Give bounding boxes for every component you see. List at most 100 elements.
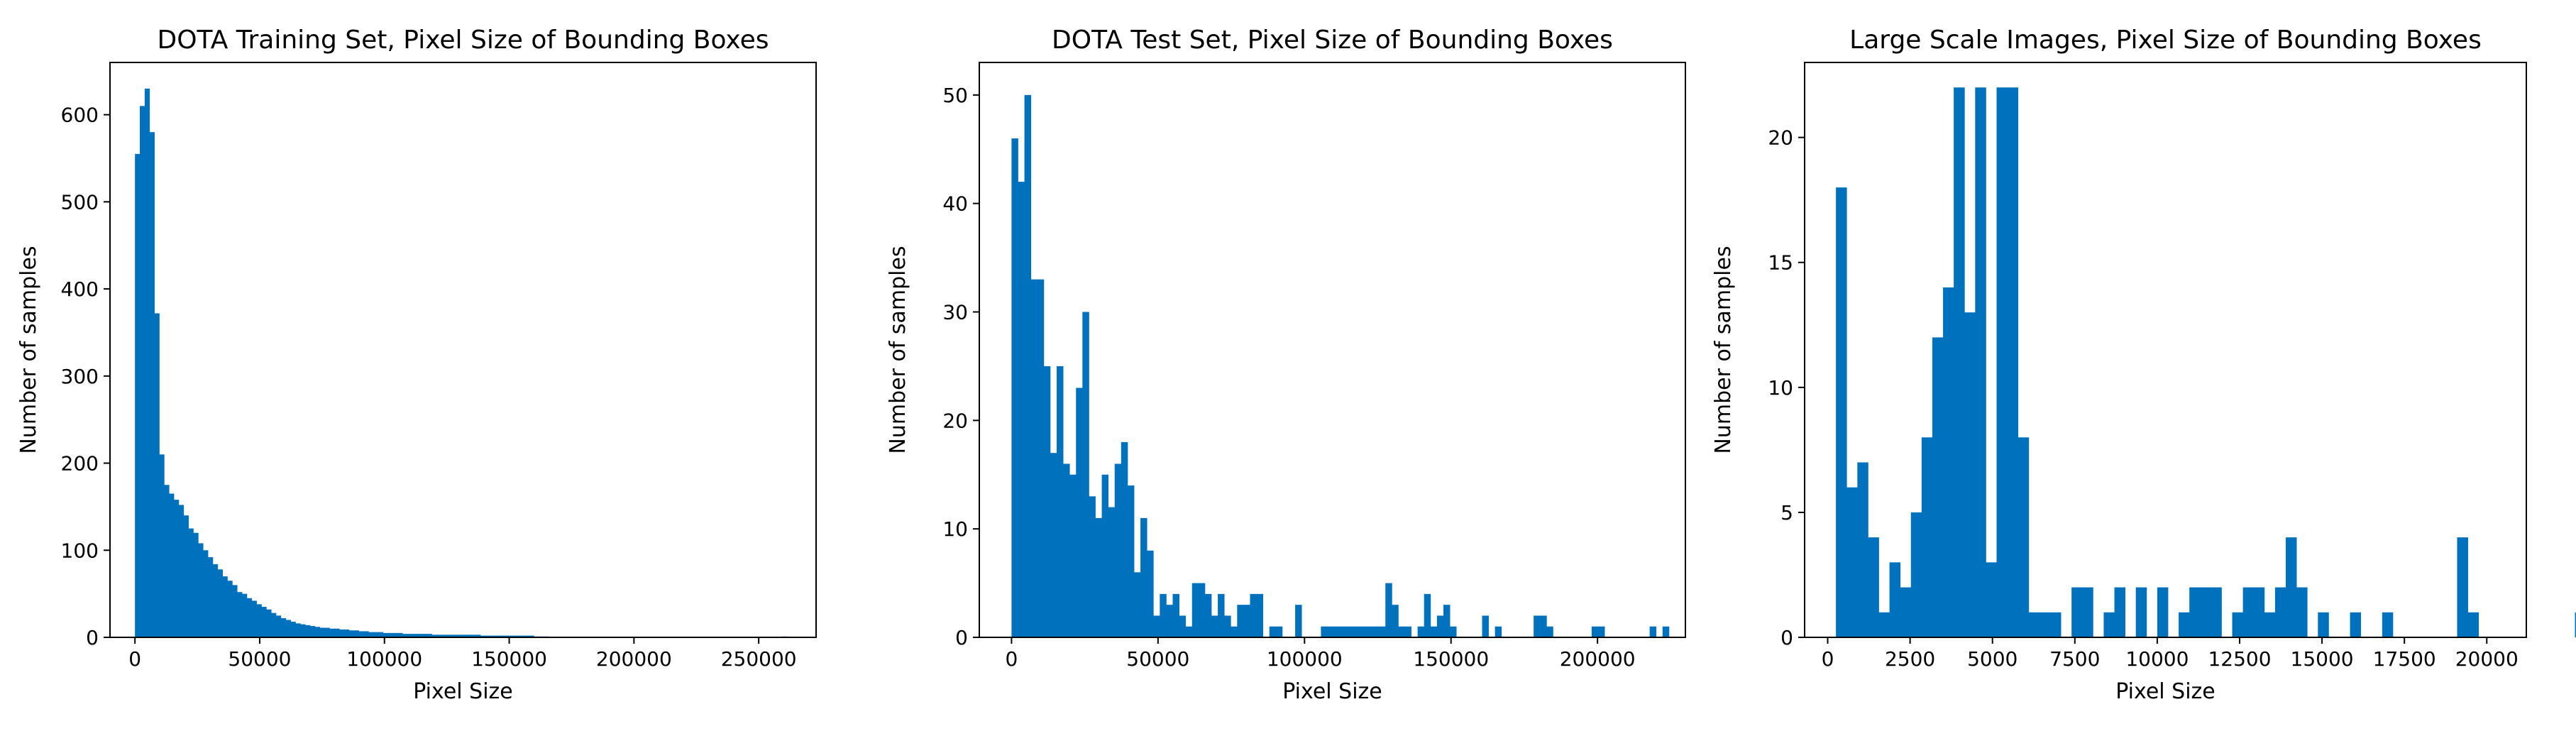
chart-test-set: 0 50000 100000 150000 200000 0 10 20 30 40 50 DOTA … [886, 26, 1686, 704]
histogram-bar [1540, 615, 1547, 637]
histogram-bar [475, 635, 481, 637]
histogram-bar [159, 454, 165, 637]
histogram-bar [300, 624, 306, 637]
histogram-bar [2232, 612, 2244, 637]
histogram-bar [1857, 462, 1868, 637]
plot-frame [109, 62, 817, 638]
histogram-bar [470, 635, 476, 637]
histogram-bar [2018, 437, 2030, 637]
histogram-bar [140, 106, 145, 637]
histogram-bar [1140, 517, 1147, 637]
histogram-bar [1340, 626, 1348, 637]
histogram-bar [485, 635, 491, 637]
histogram-bar [1011, 138, 1018, 637]
plot-frame [1804, 62, 2527, 638]
histogram-bar [232, 585, 238, 637]
histogram-bar [1224, 615, 1231, 637]
histogram-bar [2028, 612, 2040, 637]
histogram-bar [451, 635, 457, 637]
histogram-bar [178, 505, 185, 637]
histogram-bar [135, 153, 141, 637]
y-tick-label: 500 [61, 190, 99, 214]
histogram-bar [1147, 550, 1154, 637]
x-tick-label: 100000 [1267, 647, 1343, 671]
histogram-bar [1275, 626, 1283, 637]
histogram-bar [1986, 562, 1997, 637]
y-tick-label: 15 [1768, 251, 1793, 275]
histogram-bar [2457, 537, 2468, 637]
histogram-bar [461, 635, 466, 637]
histogram-bar [1662, 626, 1670, 637]
histogram-bar [500, 635, 505, 637]
histogram-bar [174, 500, 180, 637]
histogram-bar [271, 613, 277, 637]
histogram-bar [1964, 312, 1976, 637]
histogram-bar [1191, 583, 1199, 637]
histogram-bar [2264, 612, 2276, 637]
histogram-bar [1269, 626, 1277, 637]
histogram-bar [2179, 612, 2190, 637]
x-tick-label: 0 [1822, 647, 1834, 671]
histogram-bar [164, 485, 170, 637]
histogram-bar [324, 627, 330, 637]
histogram-bar [188, 528, 194, 637]
histogram-bar [169, 493, 175, 637]
histogram-bar [1398, 626, 1405, 637]
histogram-bar [1172, 593, 1179, 637]
histogram-bar [397, 632, 403, 637]
histogram-bar [1095, 517, 1102, 637]
histogram-bar [295, 623, 301, 637]
histogram-bar [1018, 182, 1025, 637]
histogram-bar [144, 88, 150, 638]
histogram-bar [1943, 287, 1954, 637]
histogram-bar [353, 630, 359, 637]
histogram-bar [392, 632, 398, 637]
histogram-bar [329, 628, 335, 637]
histogram-bar [212, 564, 219, 637]
histogram-bar [1050, 453, 1057, 637]
histogram-bar [446, 635, 452, 637]
histogram-bar [217, 569, 223, 637]
histogram-bar [2467, 612, 2479, 637]
histogram-bar [1443, 605, 1451, 637]
histogram-bar [1256, 593, 1264, 637]
histogram-bar [1975, 87, 1986, 637]
histogram-bar [1591, 626, 1599, 637]
histogram-bar [319, 627, 325, 637]
histogram-bar [1372, 626, 1380, 637]
y-tick-label: 0 [1780, 626, 1793, 649]
y-tick-label: 0 [955, 626, 968, 649]
histogram-bar [1160, 593, 1167, 637]
histogram-bar [309, 626, 316, 637]
chart-title: DOTA Training Set, Pixel Size of Boundin… [157, 26, 769, 55]
histogram-bar [2039, 612, 2051, 637]
histogram-bar [1101, 474, 1109, 637]
histogram-bar [2296, 587, 2308, 637]
histogram-bar [1921, 437, 1933, 637]
x-tick-label: 15000 [2291, 647, 2354, 671]
histogram-bar [1204, 593, 1212, 637]
histogram-bar [1450, 626, 1457, 637]
x-tick-label: 12500 [2208, 647, 2271, 671]
histogram-bar [343, 629, 350, 637]
y-tick-label: 40 [942, 192, 968, 216]
histogram-bar [1211, 615, 1218, 637]
y-tick-label: 5 [1780, 501, 1793, 524]
y-tick-label: 600 [61, 104, 99, 127]
y-tick-label: 200 [61, 452, 99, 476]
x-tick-label: 250000 [721, 647, 797, 671]
histogram-bar [246, 598, 253, 637]
histogram-bar [1482, 615, 1489, 637]
x-tick-label: 0 [128, 647, 141, 671]
y-axis-label: Number of samples [16, 246, 41, 454]
histogram-bar [1089, 496, 1096, 637]
chart-large-scale-images: 0 2500 5000 7500 10000 12500 15000 17500 20000 0 5… [1711, 26, 2576, 704]
histogram-bar [1534, 615, 1541, 637]
histogram-bar [1179, 615, 1187, 637]
histogram-bar [2103, 612, 2115, 637]
histogram-bar [290, 621, 296, 637]
histogram-bar [1063, 463, 1070, 637]
y-tick-label: 10 [1768, 376, 1793, 400]
histogram-bar [154, 313, 160, 637]
histogram-bar [1846, 487, 1858, 637]
